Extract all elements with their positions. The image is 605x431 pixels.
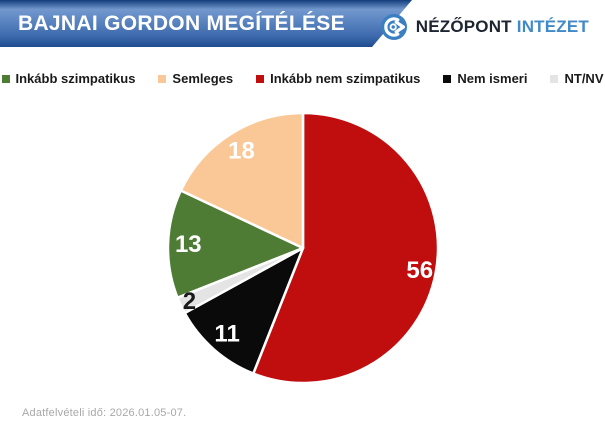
legend-swatch-icon: [443, 74, 452, 83]
legend-swatch-icon: [550, 74, 559, 83]
pie-slice-value-label: 11: [214, 321, 239, 348]
legend-swatch-icon: [256, 74, 265, 83]
legend-item-nem-ismeri: Nem ismeri: [443, 71, 527, 86]
data-collection-note: Adatfelvételi idő: 2026.01.05-07.: [22, 407, 187, 419]
legend-item-inkabb-nem-szimpatikus: Inkább nem szimpatikus: [256, 71, 420, 86]
brand-name-primary: NÉZŐPONT: [415, 17, 512, 36]
legend-label: Inkább szimpatikus: [15, 71, 136, 86]
page-title: BAJNAI GORDON MEGÍTÉLÉSE: [18, 12, 345, 35]
legend-label: Semleges: [172, 71, 234, 86]
pie-slice: [252, 111, 440, 385]
pie-slice-value-label: 18: [228, 138, 255, 165]
nezopont-eye-icon: [380, 13, 408, 41]
legend-item-semleges: Semleges: [158, 71, 233, 86]
pie-chart-container: 56 11 2 13 18: [158, 103, 448, 393]
header-banner: BAJNAI GORDON MEGÍTÉLÉSE: [0, 0, 412, 47]
pie-slice-value-label: 2: [183, 288, 196, 315]
legend-label: NT/NV: [564, 71, 604, 86]
legend-item-inkabb-szimpatikus: Inkább szimpatikus: [1, 71, 136, 86]
legend-label: Nem ismeri: [457, 71, 528, 86]
brand-logo: NÉZŐPONT INTÉZET: [380, 13, 589, 41]
legend-label: Inkább nem szimpatikus: [270, 71, 421, 86]
pie-slice-value-label: 56: [406, 257, 433, 284]
legend-swatch-icon: [158, 74, 167, 83]
brand-name: NÉZŐPONT INTÉZET: [416, 17, 589, 37]
legend-item-nt-nv: NT/NV: [550, 71, 603, 86]
pie-slice: [183, 246, 305, 375]
legend-swatch-icon: [1, 74, 10, 83]
pie-slice: [166, 189, 305, 299]
pie-slice-value-label: 13: [175, 231, 202, 258]
pie-chart: 56 11 2 13 18: [166, 111, 440, 385]
brand-name-secondary: INTÉZET: [516, 17, 589, 36]
pie-slice: [179, 111, 305, 250]
chart-legend: Inkább szimpatikus Semleges Inkább nem s…: [0, 71, 605, 86]
